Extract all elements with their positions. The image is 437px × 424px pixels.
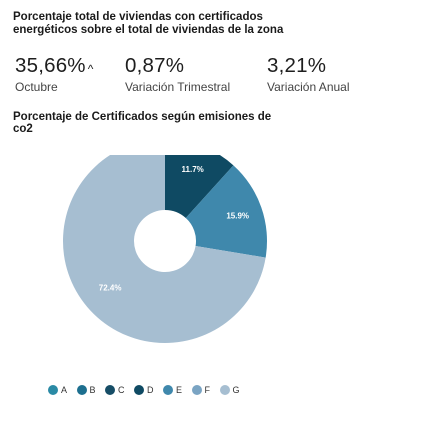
legend-item-C[interactable]: C [105, 385, 125, 395]
legend-swatch-G [219, 385, 230, 395]
legend-swatch-B [76, 385, 87, 395]
stat-quarterly-label: Variación Trimestral [125, 80, 231, 94]
legend-label-G: G [232, 385, 241, 395]
stat-annual-value: 3,21% [267, 54, 327, 77]
legend-item-B[interactable]: B [76, 385, 97, 395]
legend-label-C: C [118, 385, 126, 395]
legend-label-D: D [147, 385, 155, 395]
slice-G[interactable] [63, 155, 266, 343]
slice-E[interactable] [185, 165, 267, 258]
legend-label-B: B [89, 385, 97, 395]
page-title: Porcentaje total de viviendas con certif… [13, 11, 284, 36]
legend-label-E: E [176, 385, 183, 395]
stat-annual: 3,21% Variación Anual [267, 54, 350, 95]
legend-item-F[interactable]: F [191, 385, 211, 395]
legend-swatch-E [163, 385, 174, 395]
data-label-E: 15.9% [226, 212, 249, 221]
chart-legend: A B C D E F G [48, 385, 240, 395]
legend-label-F: F [204, 385, 211, 395]
stat-october-label: Octubre [15, 80, 58, 94]
legend-item-G[interactable]: G [219, 385, 241, 395]
stat-annual-label: Variación Anual [267, 80, 350, 94]
slice-D[interactable] [165, 155, 234, 219]
legend-item-E[interactable]: E [163, 385, 183, 395]
stat-quarterly-value: 0,87% [125, 54, 185, 77]
legend-swatch-C [105, 385, 116, 395]
legend-swatch-F [191, 385, 202, 395]
data-label-G: 72.4% [99, 284, 122, 293]
legend-label-A: A [61, 385, 68, 395]
legend-item-D[interactable]: D [134, 385, 154, 395]
stat-october: 35,66% ^ Octubre [15, 54, 94, 95]
trend-up-icon: ^ [87, 62, 94, 76]
legend-swatch-D [134, 385, 145, 395]
stat-quarterly: 0,87% Variación Trimestral [125, 54, 231, 95]
legend-item-A[interactable]: A [48, 385, 68, 395]
donut-chart: 11.7% 15.9% 72.4% [63, 155, 267, 343]
legend-swatch-A [48, 385, 58, 395]
data-label-D: 11.7% [182, 165, 204, 174]
stat-october-value: 35,66% [15, 54, 86, 77]
chart-title: Porcentaje de Certificados según emision… [13, 111, 272, 135]
